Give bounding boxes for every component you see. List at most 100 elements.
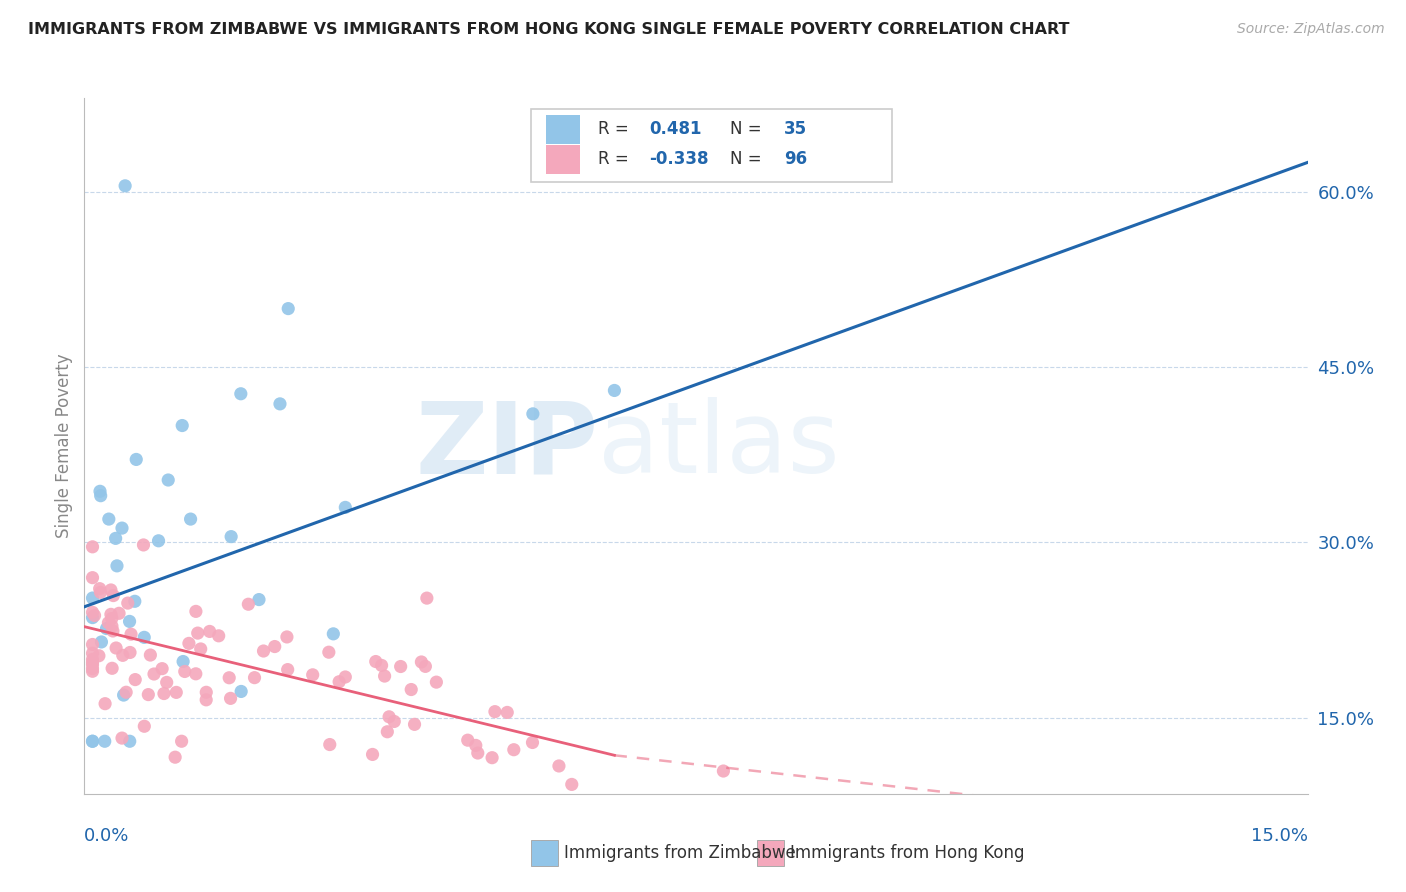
Point [90, 489, 112, 503]
Point [143, 667, 166, 681]
Point [97, 615, 120, 630]
Point [156, 675, 179, 690]
Point [389, 659, 412, 673]
Text: IMMIGRANTS FROM ZIMBABWE VS IMMIGRANTS FROM HONG KONG SINGLE FEMALE POVERTY CORR: IMMIGRANTS FROM ZIMBABWE VS IMMIGRANTS F… [28, 22, 1070, 37]
Bar [546, 115, 579, 144]
Point [481, 750, 503, 764]
Point [94, 734, 117, 748]
Point [105, 640, 128, 655]
Point [276, 630, 298, 644]
Point [101, 611, 124, 625]
Point [134, 631, 156, 645]
Text: Immigrants from Zimbabwe: Immigrants from Zimbabwe [564, 844, 796, 862]
Point [139, 648, 162, 662]
Point [319, 738, 342, 752]
Bar [531, 840, 558, 865]
Text: R =: R = [598, 120, 634, 138]
Point [548, 759, 571, 773]
Point [328, 674, 350, 689]
Point [104, 532, 127, 546]
Point [90, 635, 112, 649]
Point [522, 735, 544, 749]
Point [157, 473, 180, 487]
Point [382, 798, 405, 813]
Bar [546, 145, 579, 174]
Point [198, 624, 221, 639]
Text: N =: N = [730, 151, 768, 169]
Point [105, 558, 128, 573]
Point [361, 747, 384, 762]
Point [415, 659, 437, 673]
Point [82, 646, 104, 660]
Point [322, 627, 344, 641]
Point [97, 512, 120, 526]
Point [120, 627, 142, 641]
Point [375, 724, 398, 739]
Point [184, 604, 207, 618]
Text: R =: R = [598, 151, 634, 169]
Point [277, 301, 299, 316]
Point [89, 484, 111, 499]
Point [82, 734, 104, 748]
Point [208, 629, 231, 643]
Point [464, 739, 486, 753]
Point [231, 684, 253, 698]
Point [165, 685, 187, 699]
Point [101, 661, 124, 675]
Point [173, 665, 195, 679]
FancyBboxPatch shape [531, 109, 891, 182]
Point [82, 734, 104, 748]
Point [177, 636, 200, 650]
Text: 35: 35 [785, 120, 807, 138]
Point [82, 591, 104, 605]
Point [628, 798, 651, 813]
Point [425, 675, 447, 690]
Point [108, 607, 131, 621]
Point [103, 589, 125, 603]
Point [195, 693, 218, 707]
Point [457, 733, 479, 747]
Point [561, 777, 583, 791]
Point [382, 714, 405, 729]
Text: 0.0%: 0.0% [84, 827, 129, 845]
Point [335, 500, 357, 515]
Point [252, 644, 274, 658]
Point [82, 605, 104, 619]
Point [219, 691, 242, 706]
Point [82, 656, 104, 670]
Point [195, 685, 218, 699]
Point [277, 663, 299, 677]
Point [82, 571, 104, 585]
Point [111, 521, 134, 535]
Point [82, 665, 104, 679]
Text: Source: ZipAtlas.com: Source: ZipAtlas.com [1237, 22, 1385, 37]
Point [243, 671, 266, 685]
Point [411, 655, 433, 669]
Point [673, 796, 696, 810]
Point [404, 717, 426, 731]
Text: 0.481: 0.481 [650, 120, 702, 138]
Point [378, 710, 401, 724]
Point [318, 645, 340, 659]
Point [111, 648, 134, 663]
Bar [756, 840, 785, 865]
Point [184, 666, 207, 681]
Text: ZIP: ZIP [415, 398, 598, 494]
Point [117, 596, 139, 610]
Point [180, 512, 202, 526]
Point [118, 734, 141, 748]
Point [82, 652, 104, 666]
Point [82, 540, 104, 554]
Point [101, 624, 124, 638]
Point [301, 668, 323, 682]
Point [374, 669, 396, 683]
Point [148, 533, 170, 548]
Point [153, 687, 176, 701]
Point [124, 673, 146, 687]
Point [269, 397, 291, 411]
Point [82, 610, 104, 624]
Point [467, 746, 489, 760]
Point [100, 582, 122, 597]
Point [416, 591, 439, 606]
Point [238, 597, 260, 611]
